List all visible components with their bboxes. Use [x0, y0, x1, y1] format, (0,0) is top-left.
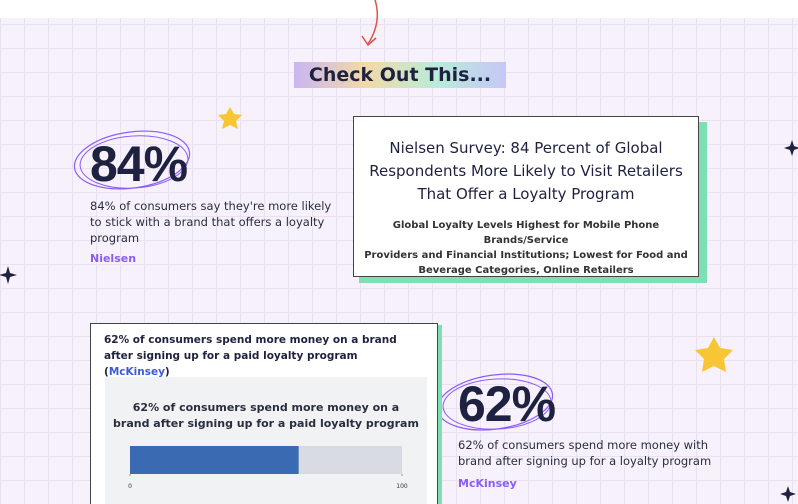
- star: [695, 337, 733, 372]
- card-title: Nielsen Survey: 84 Percent of Global Res…: [354, 137, 698, 206]
- stat-value: 62%: [458, 376, 556, 432]
- subtitle-line: Providers and Financial Institutions; Lo…: [364, 250, 688, 261]
- title-line: That Offer a Loyalty Program: [417, 185, 635, 203]
- circle-doodle: [79, 135, 189, 189]
- subtitle-line: Beverage Categories, Online Retailers: [418, 265, 634, 276]
- subtitle-line: Global Loyalty Levels Highest for Mobile…: [392, 220, 660, 246]
- arrow-head: [361, 35, 377, 47]
- title-line: Nielsen Survey: 84 Percent of Global: [389, 139, 663, 157]
- stat-description: 84% of consumers say they're more likely…: [90, 199, 332, 245]
- chart-card: 62% of consumers spend more money on a b…: [90, 323, 438, 504]
- source-link[interactable]: McKinsey: [108, 366, 165, 378]
- circle-doodle: [442, 378, 552, 430]
- x-tick-label: 0: [128, 483, 132, 490]
- bar: [130, 446, 299, 474]
- sparkle: [0, 266, 17, 284]
- title-text: 62% of consumers spend more money on a b…: [104, 334, 397, 378]
- star: [218, 107, 242, 129]
- stat-value: 84%: [90, 136, 188, 192]
- chart-panel: [105, 377, 427, 504]
- chart-title-line: brand after signing up for a paid loyalt…: [113, 417, 419, 430]
- arrow: [367, 0, 379, 45]
- stat-source: McKinsey: [458, 477, 517, 490]
- title-text: ): [164, 366, 170, 378]
- title-line: Respondents More Likely to Visit Retaile…: [369, 162, 683, 180]
- bar-chart: 62% of consumers spend more money on a b…: [105, 377, 427, 504]
- chart-title-line: 62% of consumers spend more money on a: [133, 401, 399, 414]
- survey-card: Nielsen Survey: 84 Percent of Global Res…: [353, 116, 699, 277]
- stat-description: 62% of consumers spend more money with b…: [458, 438, 712, 468]
- stat-source: Nielsen: [90, 252, 137, 265]
- card-title: 62% of consumers spend more money on a b…: [104, 332, 425, 380]
- x-tick-label: 100: [396, 483, 408, 490]
- sparkle: [780, 486, 796, 502]
- card-subtitle: Global Loyalty Levels Highest for Mobile…: [354, 218, 698, 278]
- top-strip: [0, 0, 798, 18]
- section-heading: Check Out This...: [294, 62, 506, 88]
- sparkle: [784, 140, 798, 156]
